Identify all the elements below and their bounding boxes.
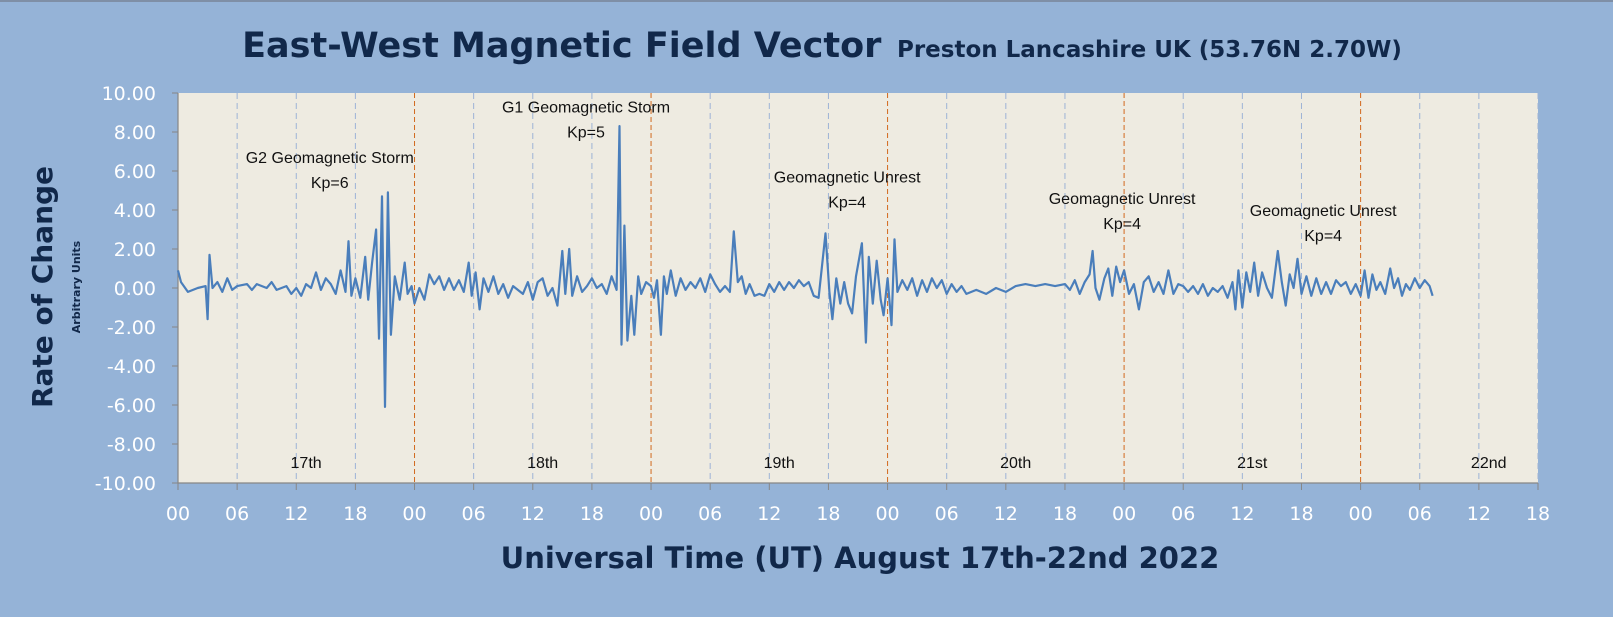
y-tick-label: 10.00 [102, 83, 156, 105]
annotation-kp: Kp=4 [828, 195, 866, 212]
x-tick-label: 18 [816, 503, 840, 525]
x-tick-label: 18 [1526, 503, 1550, 525]
x-tick-label: 12 [757, 503, 781, 525]
annotation-title: G2 Geomagnetic Storm [246, 150, 414, 167]
x-tick-label: 18 [1053, 503, 1077, 525]
day-label: 20th [1000, 455, 1031, 472]
x-tick-label: 00 [875, 503, 899, 525]
chart-title-group: East-West Magnetic Field Vector Preston … [242, 26, 1402, 66]
y-tick-label: 6.00 [114, 161, 156, 183]
y-tick-label: -6.00 [107, 395, 156, 417]
day-label: 18th [527, 455, 558, 472]
y-tick-label: -4.00 [107, 356, 156, 378]
day-label: 19th [764, 455, 795, 472]
annotation-title: Geomagnetic Unrest [1049, 191, 1196, 208]
y-tick-label: 4.00 [114, 200, 156, 222]
y-axis-subtitle: Arbitrary Units [70, 240, 83, 333]
x-tick-label: 06 [698, 503, 722, 525]
annotation-title: G1 Geomagnetic Storm [502, 100, 670, 117]
x-tick-label: 12 [994, 503, 1018, 525]
y-tick-label: -2.00 [107, 317, 156, 339]
x-tick-label: 06 [1408, 503, 1432, 525]
day-label: 17th [291, 455, 322, 472]
x-tick-label: 06 [1171, 503, 1195, 525]
x-tick-label: 12 [1230, 503, 1254, 525]
x-tick-label: 00 [402, 503, 426, 525]
x-tick-label: 06 [225, 503, 249, 525]
x-tick-label: 18 [580, 503, 604, 525]
x-tick-labels: 00 06 12 18 00 06 12 18 00 06 12 18 00 06 12 18 00 06 12 18… [166, 503, 1550, 525]
x-tick-label: 18 [1289, 503, 1313, 525]
annotation-kp: Kp=4 [1103, 216, 1141, 233]
x-tick-label: 18 [343, 503, 367, 525]
y-tick-label: -10.00 [95, 473, 156, 495]
x-axis-title: Universal Time (UT) August 17th-22nd 202… [501, 541, 1220, 575]
top-border [0, 0, 1613, 2]
axes [172, 92, 1539, 490]
annotation-title: Geomagnetic Unrest [774, 170, 921, 187]
annotation-title: Geomagnetic Unrest [1250, 203, 1397, 220]
series-line [176, 125, 1434, 408]
y-tick-label: 2.00 [114, 239, 156, 261]
x-tick-label: 00 [1349, 503, 1373, 525]
day-labels: 17th 18th 19th 20th 21st 22nd [291, 455, 1507, 472]
x-tick-label: 00 [166, 503, 190, 525]
y-tick-label: 0.00 [114, 278, 156, 300]
annotation-kp: Kp=5 [567, 125, 605, 142]
x-tick-label: 00 [1112, 503, 1136, 525]
y-tick-label: 8.00 [114, 122, 156, 144]
annotations: G2 Geomagnetic Storm Kp=6 G1 Geomagnetic S… [246, 100, 1397, 245]
annotation-kp: Kp=4 [1304, 228, 1342, 245]
x-tick-label: 12 [521, 503, 545, 525]
annotation-kp: Kp=6 [311, 175, 349, 192]
y-tick-labels: 10.00 8.00 6.00 4.00 2.00 0.00 -2.00 -4.00 -6.00… [95, 83, 156, 495]
y-tick-label: -8.00 [107, 434, 156, 456]
day-label: 22nd [1471, 455, 1507, 472]
x-tick-label: 12 [284, 503, 308, 525]
chart-title: East-West Magnetic Field Vector [242, 26, 882, 66]
x-tick-label: 12 [1467, 503, 1491, 525]
x-tick-label: 06 [462, 503, 486, 525]
y-axis-title: Rate of Change [26, 166, 59, 408]
plot-area [178, 93, 1538, 483]
x-tick-label: 00 [639, 503, 663, 525]
day-label: 21st [1237, 455, 1268, 472]
x-tick-label: 06 [935, 503, 959, 525]
chart-subtitle: Preston Lancashire UK (53.76N 2.70W) [897, 37, 1402, 63]
